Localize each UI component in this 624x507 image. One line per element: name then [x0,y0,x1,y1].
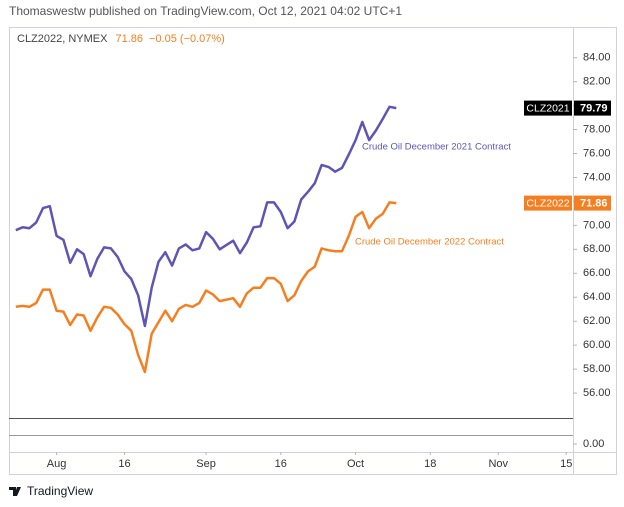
symbol: CLZ2022, NYMEX [17,33,108,45]
last-value-box [574,195,611,211]
y-tick-label: 56.00 [583,387,611,399]
y-tick-label: 64.00 [583,291,611,303]
x-tick-label: 16 [275,458,287,470]
y-tick-label: 74.00 [583,171,611,183]
footer-brand: TradingView [27,484,93,498]
y-tick-label: 78.00 [583,123,611,135]
annotation: Crude Oil December 2022 Contract [355,237,504,248]
last-value-label: 71.86 [580,198,608,210]
annotation: Crude Oil December 2021 Contract [362,142,511,153]
y-tick-label: 58.00 [583,363,611,375]
symbol-line: CLZ2022, NYMEX 71.86 −0.05 (−0.07%) [17,33,225,45]
series-name-box [524,195,572,211]
x-tick-label: Sep [196,458,216,470]
x-tick-label: 18 [424,458,436,470]
y-tick-label: 76.00 [583,147,611,159]
publish-header: Thomaswestw published on TradingView.com… [9,4,402,18]
x-tick-label: 16 [118,458,130,470]
y-tick-label: 70.00 [583,219,611,231]
logo-mark [9,487,21,496]
last-value-box [574,100,611,116]
series-name: CLZ2021 [526,102,569,114]
x-tick-label: Nov [488,458,508,470]
last-value-label: 79.79 [580,103,608,115]
series-name: CLZ2022 [526,197,569,209]
x-tick-label: Oct [347,458,364,470]
price-line [15,201,397,374]
x-tick-label: 15 [560,458,572,470]
y-tick-label: 0.00 [583,438,604,450]
y-tick-label: 82.00 [583,76,611,88]
y-tick-label: 84.00 [583,52,611,64]
y-tick-label: 66.00 [583,267,611,279]
last-price: 71.86 [115,33,143,45]
series-name-box [524,100,572,116]
x-tick-label: Aug [47,458,67,470]
price-change: −0.05 (−0.07%) [149,33,225,45]
tradingview-logo [9,487,21,496]
y-tick-label: 62.00 [583,315,611,327]
y-tick-label: 60.00 [583,339,611,351]
chart-frame [9,27,617,475]
price-line [15,105,397,328]
y-tick-label: 68.00 [583,243,611,255]
